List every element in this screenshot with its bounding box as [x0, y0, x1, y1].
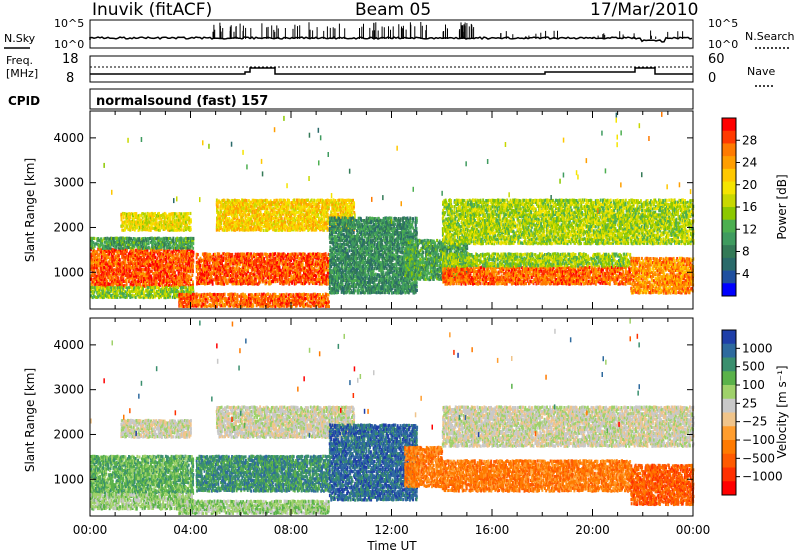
cpid-text: normalsound (fast) 157: [96, 94, 268, 109]
data-cell: [97, 269, 99, 272]
nsearch-tick-top: 10^5: [708, 17, 738, 30]
nsky-tick-bottom: 10^0: [54, 38, 84, 51]
radar-figure: Inuvik (fitACF) Beam 05 17/Mar/2010 N.Sk…: [0, 0, 800, 554]
nsky-panel: [90, 20, 693, 48]
power-heatmap: [90, 112, 694, 308]
nave-label: Nave: [747, 65, 775, 78]
nsky-label: N.Sky: [4, 32, 36, 45]
freq-trace: [90, 68, 693, 74]
freq-tick-top: 18: [62, 52, 79, 67]
data-band: [90, 248, 194, 288]
data-cell: [118, 277, 120, 280]
data-cell: [125, 261, 127, 264]
freq-panel: [90, 56, 693, 82]
nave-tick-bottom: 0: [708, 71, 716, 86]
nsearch-label: N.Search: [745, 30, 795, 43]
nsky-trace: [90, 22, 692, 42]
freq-unit: [MHz]: [6, 67, 38, 80]
freq-tick-bottom: 8: [66, 71, 74, 86]
station-title: Inuvik (fitACF): [92, 0, 212, 20]
data-cell: [119, 258, 121, 261]
nsky-tick-top: 10^5: [54, 17, 84, 30]
nsearch-tick-bottom: 10^0: [708, 38, 738, 51]
data-cell: [153, 260, 155, 263]
cpid-label: CPID: [8, 94, 40, 108]
data-cell: [118, 254, 120, 257]
freq-label: Freq.: [6, 54, 33, 67]
nave-tick-top: 60: [708, 52, 725, 67]
date-title: 17/Mar/2010: [590, 0, 698, 20]
data-cell: [94, 270, 96, 273]
beam-title: Beam 05: [355, 0, 431, 20]
data-cell: [154, 256, 156, 259]
